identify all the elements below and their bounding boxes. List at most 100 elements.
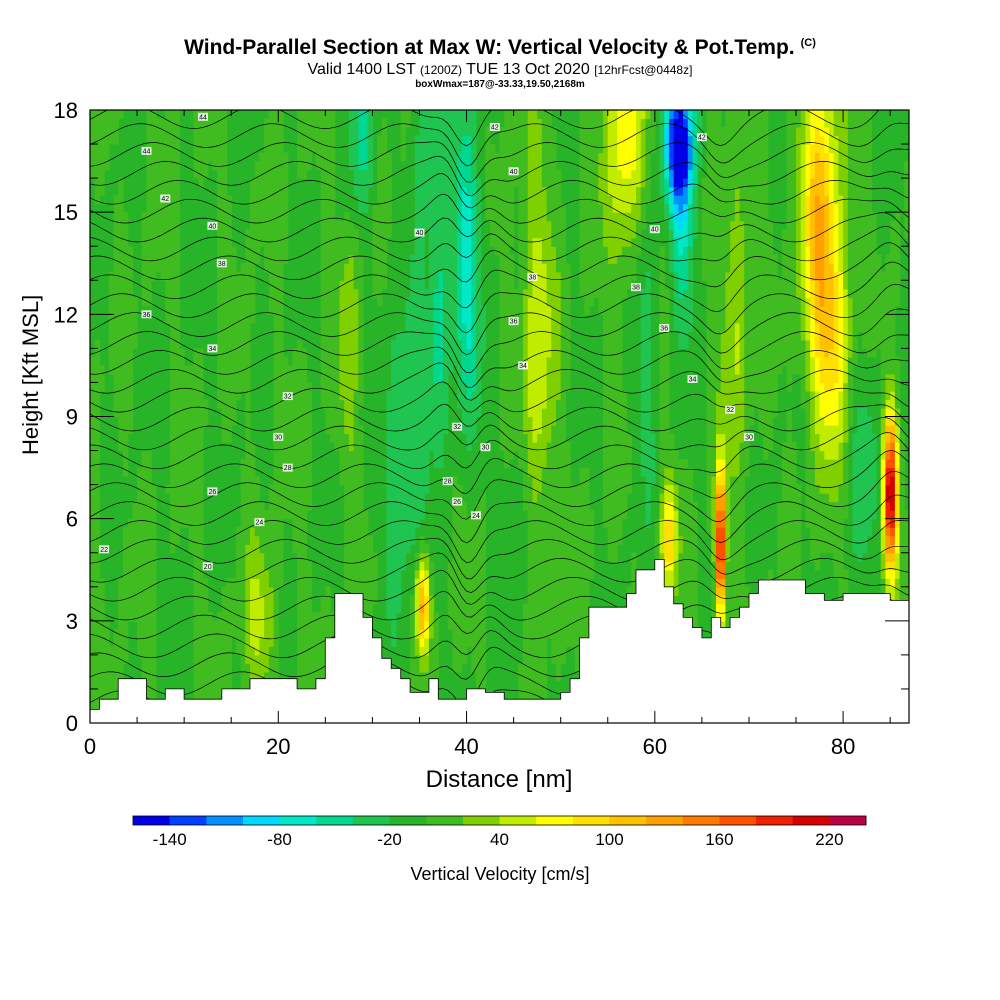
velocity-cell	[381, 161, 388, 171]
velocity-cell	[537, 339, 543, 349]
velocity-cell	[410, 382, 416, 392]
velocity-cell	[198, 637, 204, 647]
velocity-cell	[198, 433, 204, 443]
velocity-cell	[410, 433, 416, 443]
velocity-cell	[405, 348, 411, 358]
velocity-cell	[353, 433, 359, 443]
velocity-cell	[363, 578, 369, 588]
velocity-cell	[118, 220, 124, 230]
velocity-cell	[471, 118, 477, 128]
velocity-cell	[122, 416, 129, 426]
velocity-cell	[127, 603, 133, 613]
velocity-cell	[306, 620, 312, 630]
velocity-cell	[104, 118, 110, 128]
velocity-cell	[278, 399, 284, 409]
velocity-cell	[560, 331, 566, 341]
velocity-cell	[174, 399, 181, 409]
velocity-cell	[400, 425, 406, 435]
velocity-cell	[466, 127, 472, 137]
velocity-cell	[424, 629, 430, 639]
velocity-cell	[198, 527, 204, 537]
velocity-cell	[273, 314, 279, 324]
velocity-cell	[457, 535, 463, 545]
velocity-cell	[419, 425, 425, 435]
velocity-cell	[325, 263, 331, 273]
velocity-cell	[250, 297, 256, 307]
velocity-cell	[137, 595, 143, 605]
velocity-cell	[433, 195, 439, 205]
velocity-cell	[433, 331, 439, 341]
velocity-cell	[541, 467, 548, 477]
velocity-cell	[612, 254, 618, 264]
velocity-cell	[113, 220, 119, 230]
velocity-cell	[278, 322, 284, 332]
velocity-cell	[259, 603, 265, 613]
velocity-cell	[170, 212, 176, 222]
velocity-cell	[344, 476, 350, 486]
velocity-cell	[306, 637, 312, 647]
velocity-cell	[259, 220, 265, 230]
velocity-cell	[419, 118, 425, 128]
velocity-cell	[410, 663, 416, 673]
velocity-cell	[532, 127, 538, 137]
velocity-cell	[339, 433, 345, 443]
velocity-cell	[395, 535, 402, 545]
velocity-cell	[372, 271, 378, 281]
velocity-cell	[330, 254, 336, 264]
velocity-cell	[617, 186, 623, 196]
velocity-cell	[165, 161, 171, 171]
velocity-cell	[551, 620, 557, 630]
velocity-cell	[560, 637, 566, 647]
velocity-cell	[428, 263, 435, 273]
velocity-cell	[424, 297, 430, 307]
velocity-cell	[174, 348, 181, 358]
velocity-cell	[471, 169, 477, 179]
velocity-cell	[588, 135, 595, 145]
velocity-cell	[645, 195, 651, 205]
velocity-cell	[193, 680, 199, 690]
velocity-cell	[94, 629, 101, 639]
velocity-cell	[170, 297, 176, 307]
velocity-cell	[339, 229, 345, 239]
velocity-cell	[367, 135, 374, 145]
velocity-cell	[452, 322, 458, 332]
velocity-cell	[537, 390, 543, 401]
velocity-cell	[645, 365, 651, 375]
velocity-cell	[188, 510, 195, 520]
velocity-cell	[325, 305, 331, 315]
velocity-cell	[90, 493, 96, 503]
velocity-cell	[527, 578, 534, 588]
velocity-cell	[250, 467, 256, 477]
velocity-cell	[184, 510, 190, 520]
velocity-cell	[339, 263, 345, 273]
velocity-cell	[598, 254, 604, 264]
velocity-cell	[541, 680, 548, 690]
velocity-cell	[108, 322, 115, 332]
velocity-cell	[443, 271, 449, 281]
velocity-cell	[621, 203, 628, 213]
velocity-cell	[99, 612, 105, 622]
velocity-cell	[400, 110, 406, 120]
velocity-cell	[306, 442, 312, 452]
velocity-cell	[405, 459, 411, 469]
velocity-cell	[621, 212, 628, 222]
velocity-cell	[301, 595, 308, 605]
velocity-cell	[579, 271, 585, 281]
velocity-cell	[466, 637, 472, 647]
velocity-cell	[546, 569, 552, 579]
velocity-cell	[466, 578, 472, 588]
velocity-cell	[99, 127, 105, 137]
velocity-cell	[452, 314, 458, 324]
velocity-cell	[579, 152, 585, 162]
velocity-cell	[391, 552, 397, 562]
velocity-cell	[240, 586, 246, 596]
velocity-cell	[537, 501, 543, 511]
velocity-cell	[268, 220, 275, 230]
velocity-cell	[264, 135, 270, 145]
velocity-cell	[301, 578, 308, 588]
velocity-cell	[603, 271, 609, 281]
velocity-cell	[202, 144, 209, 154]
velocity-cell	[546, 356, 552, 367]
velocity-cell	[603, 365, 609, 375]
velocity-cell	[217, 654, 223, 664]
